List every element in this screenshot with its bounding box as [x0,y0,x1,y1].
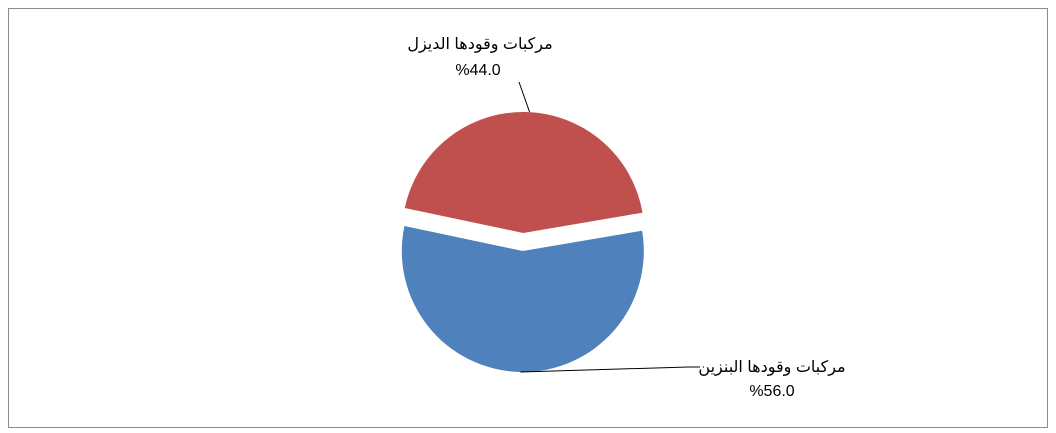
slice-value-petrol: %56.0 [749,383,794,400]
slice-value-diesel: %44.0 [455,62,500,79]
slice-label-diesel: مركبات وقودها الديزل [407,36,552,54]
pie-slice-petrol [401,225,644,372]
slice-label-petrol: مركبات وقودها البنزين [698,359,845,377]
leader-line-diesel [518,81,531,113]
leader-line-petrol [520,366,700,373]
pie-slice-diesel [404,112,643,234]
